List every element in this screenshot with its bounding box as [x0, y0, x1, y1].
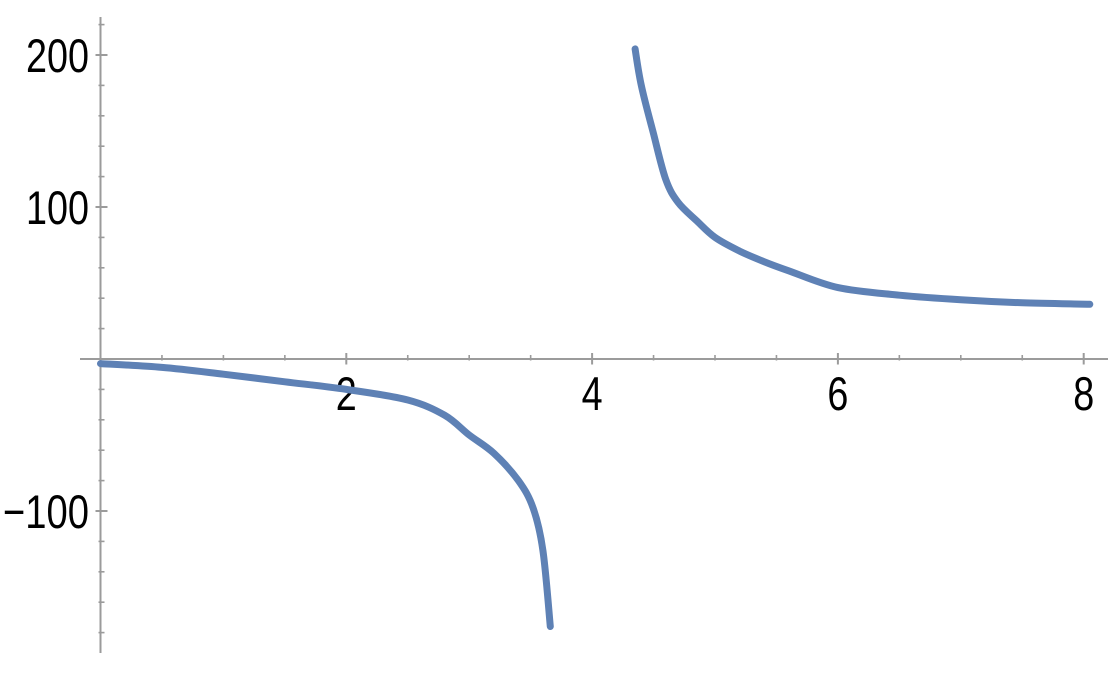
curve-group: [97, 45, 1094, 630]
y-tick-label: 200: [26, 29, 89, 82]
curve-branch-right-of-asymptote: [631, 45, 1094, 308]
y-axis-major-ticks: [95, 54, 108, 512]
y-axis-tick-labels: −100 100 200: [3, 29, 89, 538]
curve-branch-left-of-asymptote: [97, 360, 554, 630]
x-axis-major-ticks: [345, 353, 1085, 365]
x-tick-label: 8: [1073, 367, 1094, 420]
y-tick-label: 100: [26, 181, 89, 234]
x-tick-label: 6: [827, 367, 848, 420]
y-axis-minor-ticks: [98, 23, 105, 634]
x-tick-label: 4: [582, 367, 603, 420]
x-axis-tick-labels: 2 4 6 8: [336, 367, 1094, 420]
x-axis-minor-ticks: [161, 355, 1024, 361]
x-tick-label: 2: [336, 367, 357, 420]
y-tick-label: −100: [3, 485, 89, 538]
